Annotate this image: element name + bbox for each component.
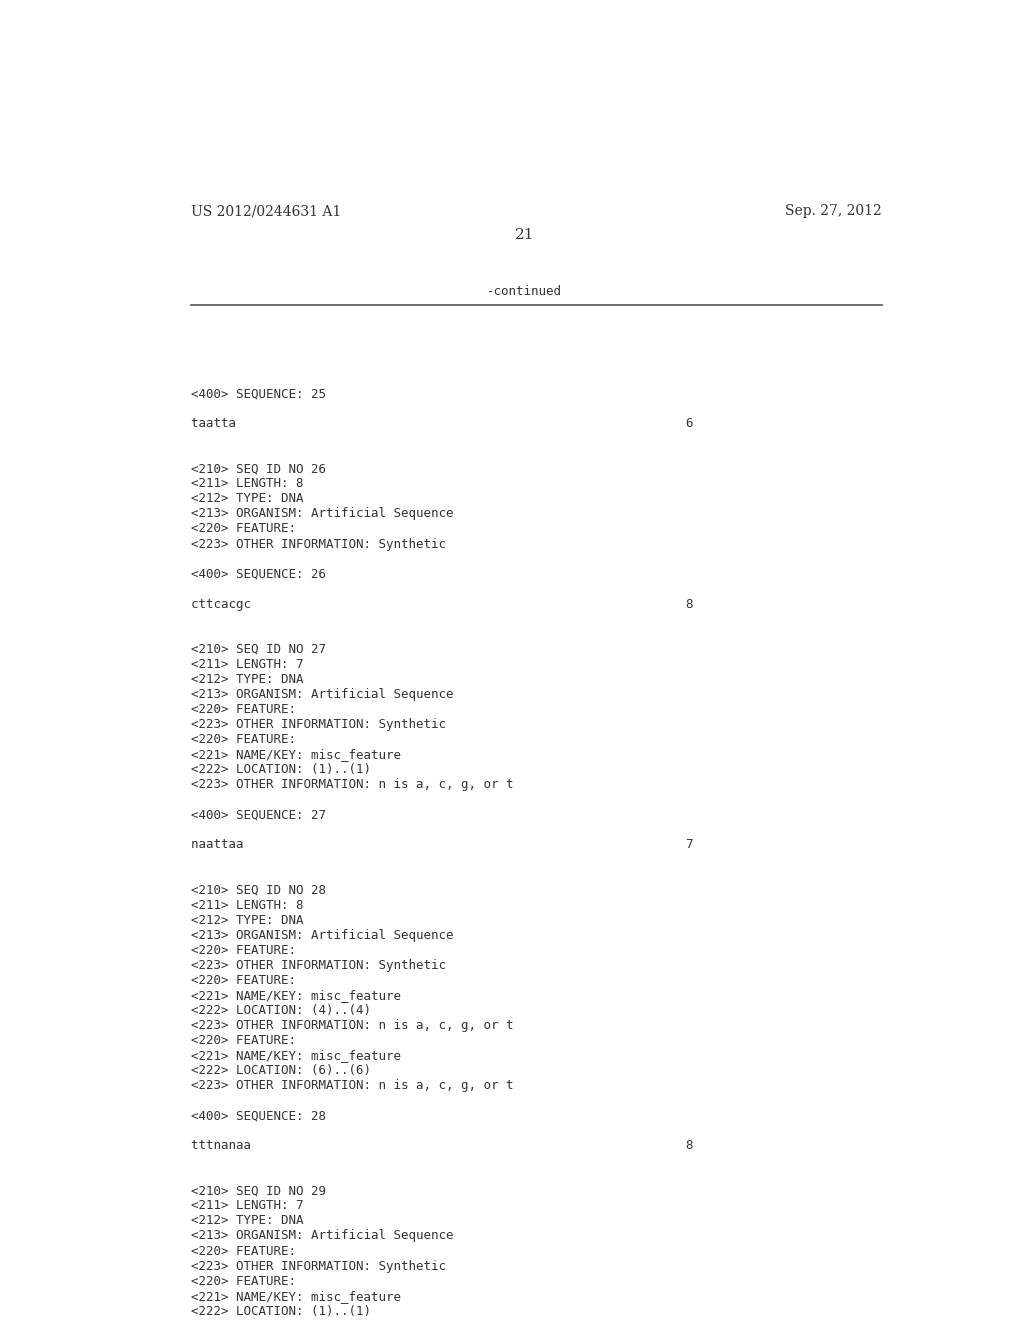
Text: <222> LOCATION: (4)..(4): <222> LOCATION: (4)..(4) <box>191 1003 372 1016</box>
Text: <221> NAME/KEY: misc_feature: <221> NAME/KEY: misc_feature <box>191 1290 401 1303</box>
Text: <223> OTHER INFORMATION: Synthetic: <223> OTHER INFORMATION: Synthetic <box>191 958 446 972</box>
Text: <211> LENGTH: 8: <211> LENGTH: 8 <box>191 478 304 490</box>
Text: <223> OTHER INFORMATION: n is a, c, g, or t: <223> OTHER INFORMATION: n is a, c, g, o… <box>191 1078 514 1092</box>
Text: <221> NAME/KEY: misc_feature: <221> NAME/KEY: misc_feature <box>191 989 401 1002</box>
Text: <211> LENGTH: 7: <211> LENGTH: 7 <box>191 1200 304 1212</box>
Text: tttnanaa                                                          8: tttnanaa 8 <box>191 1139 694 1152</box>
Text: <220> FEATURE:: <220> FEATURE: <box>191 944 297 957</box>
Text: <210> SEQ ID NO 29: <210> SEQ ID NO 29 <box>191 1184 327 1197</box>
Text: <220> FEATURE:: <220> FEATURE: <box>191 733 297 746</box>
Text: <212> TYPE: DNA: <212> TYPE: DNA <box>191 913 304 927</box>
Text: <221> NAME/KEY: misc_feature: <221> NAME/KEY: misc_feature <box>191 1049 401 1063</box>
Text: <220> FEATURE:: <220> FEATURE: <box>191 1245 297 1258</box>
Text: cttcacgc                                                          8: cttcacgc 8 <box>191 598 694 611</box>
Text: <213> ORGANISM: Artificial Sequence: <213> ORGANISM: Artificial Sequence <box>191 688 454 701</box>
Text: US 2012/0244631 A1: US 2012/0244631 A1 <box>191 205 342 218</box>
Text: <220> FEATURE:: <220> FEATURE: <box>191 1034 297 1047</box>
Text: <211> LENGTH: 7: <211> LENGTH: 7 <box>191 657 304 671</box>
Text: <212> TYPE: DNA: <212> TYPE: DNA <box>191 492 304 506</box>
Text: 21: 21 <box>515 227 535 242</box>
Text: <400> SEQUENCE: 27: <400> SEQUENCE: 27 <box>191 808 327 821</box>
Text: <213> ORGANISM: Artificial Sequence: <213> ORGANISM: Artificial Sequence <box>191 929 454 941</box>
Text: <223> OTHER INFORMATION: Synthetic: <223> OTHER INFORMATION: Synthetic <box>191 718 446 731</box>
Text: <210> SEQ ID NO 26: <210> SEQ ID NO 26 <box>191 462 327 475</box>
Text: <220> FEATURE:: <220> FEATURE: <box>191 704 297 715</box>
Text: <220> FEATURE:: <220> FEATURE: <box>191 974 297 987</box>
Text: <223> OTHER INFORMATION: n is a, c, g, or t: <223> OTHER INFORMATION: n is a, c, g, o… <box>191 1019 514 1032</box>
Text: <210> SEQ ID NO 28: <210> SEQ ID NO 28 <box>191 883 327 896</box>
Text: <400> SEQUENCE: 28: <400> SEQUENCE: 28 <box>191 1109 327 1122</box>
Text: <223> OTHER INFORMATION: n is a, c, g, or t: <223> OTHER INFORMATION: n is a, c, g, o… <box>191 779 514 791</box>
Text: <220> FEATURE:: <220> FEATURE: <box>191 1275 297 1287</box>
Text: <400> SEQUENCE: 26: <400> SEQUENCE: 26 <box>191 568 327 581</box>
Text: naattaa                                                           7: naattaa 7 <box>191 838 694 851</box>
Text: Sep. 27, 2012: Sep. 27, 2012 <box>785 205 882 218</box>
Text: <222> LOCATION: (1)..(1): <222> LOCATION: (1)..(1) <box>191 763 372 776</box>
Text: <212> TYPE: DNA: <212> TYPE: DNA <box>191 1214 304 1228</box>
Text: <221> NAME/KEY: misc_feature: <221> NAME/KEY: misc_feature <box>191 748 401 762</box>
Text: <222> LOCATION: (6)..(6): <222> LOCATION: (6)..(6) <box>191 1064 372 1077</box>
Text: <220> FEATURE:: <220> FEATURE: <box>191 523 297 536</box>
Text: <213> ORGANISM: Artificial Sequence: <213> ORGANISM: Artificial Sequence <box>191 1229 454 1242</box>
Text: <223> OTHER INFORMATION: Synthetic: <223> OTHER INFORMATION: Synthetic <box>191 1259 446 1272</box>
Text: <223> OTHER INFORMATION: Synthetic: <223> OTHER INFORMATION: Synthetic <box>191 537 446 550</box>
Text: <212> TYPE: DNA: <212> TYPE: DNA <box>191 673 304 686</box>
Text: <211> LENGTH: 8: <211> LENGTH: 8 <box>191 899 304 912</box>
Text: taatta                                                            6: taatta 6 <box>191 417 694 430</box>
Text: <213> ORGANISM: Artificial Sequence: <213> ORGANISM: Artificial Sequence <box>191 507 454 520</box>
Text: <400> SEQUENCE: 25: <400> SEQUENCE: 25 <box>191 387 327 400</box>
Text: <222> LOCATION: (1)..(1): <222> LOCATION: (1)..(1) <box>191 1304 372 1317</box>
Text: <210> SEQ ID NO 27: <210> SEQ ID NO 27 <box>191 643 327 656</box>
Text: -continued: -continued <box>487 285 562 298</box>
